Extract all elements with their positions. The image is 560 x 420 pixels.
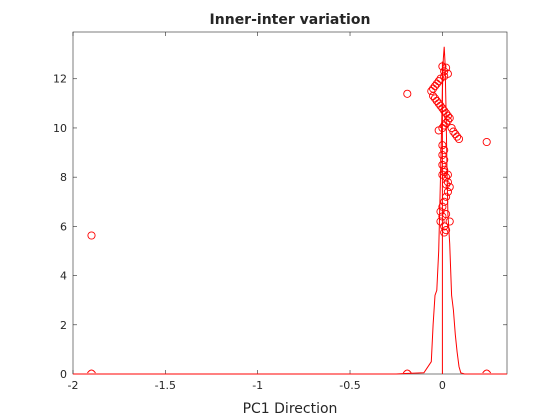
density-curve — [73, 46, 507, 375]
data-point — [440, 121, 449, 130]
y-tick-label: 2 — [60, 319, 67, 332]
y-axis-ticks: 0 2 4 6 8 10 12 — [53, 73, 507, 381]
y-tick-label: 0 — [60, 368, 67, 381]
data-point — [454, 134, 464, 144]
data-point — [438, 160, 447, 169]
data-point — [434, 126, 443, 135]
data-point — [438, 62, 447, 71]
x-axis-ticks: -2 -1.5 -1 -0.5 0 — [68, 32, 446, 392]
data-point — [440, 168, 449, 177]
data-point — [403, 89, 412, 98]
data-point — [438, 141, 447, 150]
data-point — [436, 207, 445, 216]
x-tick-label: 0 — [439, 379, 446, 392]
x-tick-label: -2 — [68, 379, 79, 392]
data-point — [443, 187, 452, 196]
data-point — [427, 87, 436, 96]
data-point — [445, 217, 454, 226]
x-tick-label: -0.5 — [339, 379, 360, 392]
data-point — [440, 228, 449, 237]
y-tick-label: 6 — [60, 220, 67, 233]
y-tick-label: 4 — [60, 270, 67, 283]
chart-title: Inner-inter variation — [210, 12, 371, 28]
data-point — [443, 111, 452, 120]
y-tick-label: 12 — [53, 73, 67, 86]
data-point — [453, 132, 462, 141]
data-point — [442, 210, 451, 219]
data-point — [442, 180, 451, 189]
rug-marker — [482, 369, 492, 374]
x-axis-label: PC1 Direction — [243, 401, 338, 417]
data-point — [442, 192, 451, 201]
data-point — [440, 146, 449, 155]
data-point — [440, 155, 449, 164]
x-tick-label: -1.5 — [155, 379, 176, 392]
data-point — [438, 202, 447, 211]
data-point — [442, 63, 451, 72]
y-tick-label: 8 — [60, 171, 67, 184]
x-tick-label: -1 — [252, 379, 263, 392]
data-point — [442, 226, 451, 235]
data-point — [87, 231, 96, 240]
plot-content — [73, 46, 507, 375]
rug-marker — [402, 369, 412, 374]
y-tick-label: 10 — [53, 122, 67, 135]
data-point — [440, 197, 449, 206]
data-point — [438, 150, 447, 160]
rug-marker — [87, 369, 96, 374]
data-point — [482, 137, 491, 147]
data-point — [440, 222, 449, 231]
